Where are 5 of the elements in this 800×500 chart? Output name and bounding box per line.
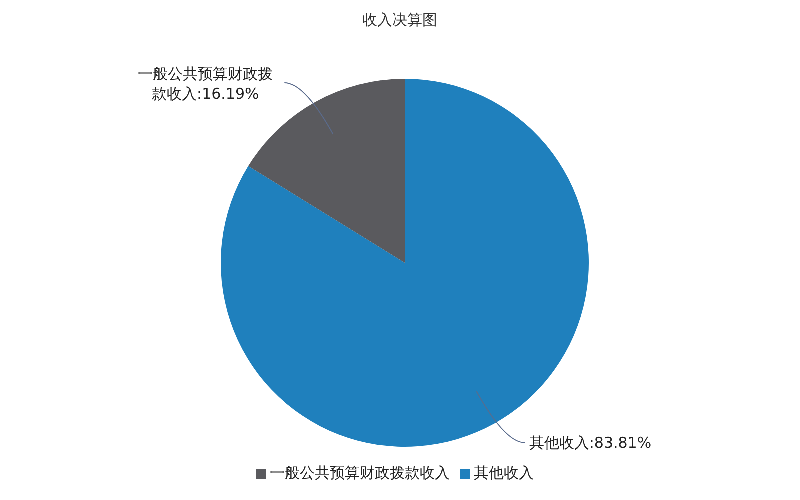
chart-title: 收入决算图 <box>362 10 438 31</box>
legend-label: 其他收入 <box>474 464 534 482</box>
data-label: 其他收入:83.81% <box>529 434 652 452</box>
data-label: 一般公共预算财政拨款收入:16.19% <box>138 65 274 104</box>
legend-label: 一般公共预算财政拨款收入 <box>270 464 450 482</box>
